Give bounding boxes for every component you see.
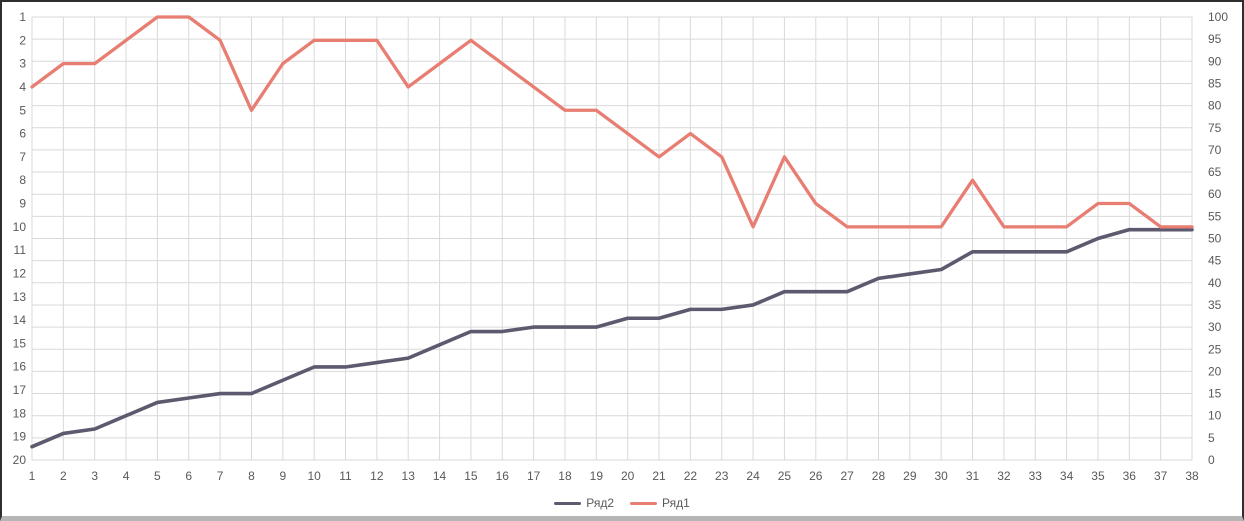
axis-tick-label: 10 [307,469,321,483]
x-axis-ticks: 1 2 3 4 5 6 7 8 9 10 11 12 13 14 15 16 17 18 19 20 21 22 23 24 2… [29,469,1199,483]
axis-tick-label: 18 [558,469,572,483]
axis-tick-label: 20 [13,453,27,467]
legend-item-ryad1[interactable]: Ряд1 [630,497,690,509]
legend-swatch-ryad2-icon [554,501,582,505]
series-line-ряд2 [30,227,1194,449]
axis-tick-label: 33 [1029,469,1043,483]
axis-tick-label: 29 [903,469,917,483]
axis-tick-label: 12 [13,266,27,280]
axis-tick-label: 14 [433,469,447,483]
legend-label-ryad1: Ряд1 [662,496,690,510]
axis-tick-label: 21 [652,469,666,483]
axis-tick-label: 80 [1208,99,1222,113]
series-line-ряд1 [30,15,1194,229]
gridlines [31,16,1193,461]
right-axis-ticks: 1009590858075706560555045403530252015105… [1208,10,1228,467]
axis-tick-label: 7 [19,150,26,164]
axis-tick-label: 12 [370,469,384,483]
axis-tick-label: 17 [527,469,541,483]
axis-tick-label: 70 [1208,143,1222,157]
axis-tick-label: 19 [13,430,27,444]
axis-tick-label: 1 [19,10,26,24]
axis-tick-label: 45 [1208,254,1222,268]
axis-tick-label: 14 [13,313,27,327]
axis-tick-label: 32 [997,469,1011,483]
chart-legend: Ряд2 Ряд1 [2,497,1242,509]
axis-tick-label: 38 [1185,469,1199,483]
axis-tick-label: 4 [123,469,130,483]
axis-tick-label: 60 [1208,187,1222,201]
axis-tick-label: 25 [778,469,792,483]
axis-tick-label: 27 [840,469,854,483]
axis-tick-label: 26 [809,469,823,483]
axis-tick-label: 20 [1208,364,1222,378]
axis-tick-label: 5 [1208,431,1215,445]
axis-tick-label: 8 [248,469,255,483]
axis-tick-label: 6 [185,469,192,483]
axis-tick-label: 0 [1208,453,1215,467]
axis-tick-label: 85 [1208,76,1222,90]
axis-tick-label: 50 [1208,232,1222,246]
axis-tick-label: 2 [19,33,26,47]
axis-tick-label: 37 [1154,469,1168,483]
axis-tick-label: 35 [1208,298,1222,312]
legend-swatch-ryad1-icon [630,501,657,505]
axis-tick-label: 10 [13,220,27,234]
axis-tick-label: 90 [1208,54,1222,68]
axis-tick-label: 13 [402,469,416,483]
axis-tick-label: 22 [684,469,698,483]
axis-tick-label: 5 [19,103,26,117]
axis-tick-label: 10 [1208,409,1222,423]
axis-tick-label: 2 [60,469,67,483]
axis-tick-label: 100 [1208,10,1228,24]
axis-tick-label: 1 [29,469,36,483]
axis-tick-label: 18 [13,406,27,420]
axis-tick-label: 23 [715,469,729,483]
axis-tick-label: 30 [1208,320,1222,334]
axis-tick-label: 75 [1208,121,1222,135]
axis-tick-label: 40 [1208,276,1222,290]
axis-tick-label: 16 [496,469,510,483]
axis-tick-label: 15 [464,469,478,483]
axis-tick-label: 30 [935,469,949,483]
legend-item-ryad2[interactable]: Ряд2 [554,497,614,509]
legend-label-ryad2: Ряд2 [586,496,614,510]
axis-tick-label: 28 [872,469,886,483]
axis-tick-label: 55 [1208,209,1222,223]
axis-tick-label: 16 [13,360,27,374]
axis-tick-label: 95 [1208,32,1222,46]
axis-tick-label: 36 [1123,469,1137,483]
axis-tick-label: 4 [19,80,26,94]
axis-tick-label: 24 [746,469,760,483]
axis-tick-label: 3 [19,57,26,71]
axis-tick-label: 19 [590,469,604,483]
axis-tick-label: 34 [1060,469,1074,483]
axis-tick-label: 15 [1208,387,1222,401]
axis-tick-label: 15 [13,336,27,350]
axis-tick-label: 6 [19,127,26,141]
axis-tick-label: 31 [966,469,980,483]
axis-tick-label: 17 [13,383,27,397]
axis-tick-label: 5 [154,469,161,483]
axis-tick-label: 20 [621,469,635,483]
plot-area-border [31,16,1193,461]
axis-tick-label: 11 [339,469,352,483]
axis-tick-label: 9 [279,469,286,483]
axis-tick-label: 11 [14,243,27,257]
axis-tick-label: 9 [19,197,26,211]
axis-tick-label: 13 [13,290,27,304]
axis-tick-label: 8 [19,173,26,187]
axis-tick-label: 3 [91,469,98,483]
axis-tick-label: 7 [217,469,224,483]
axis-tick-label: 65 [1208,165,1222,179]
axis-tick-label: 25 [1208,342,1222,356]
axis-tick-label: 35 [1091,469,1105,483]
